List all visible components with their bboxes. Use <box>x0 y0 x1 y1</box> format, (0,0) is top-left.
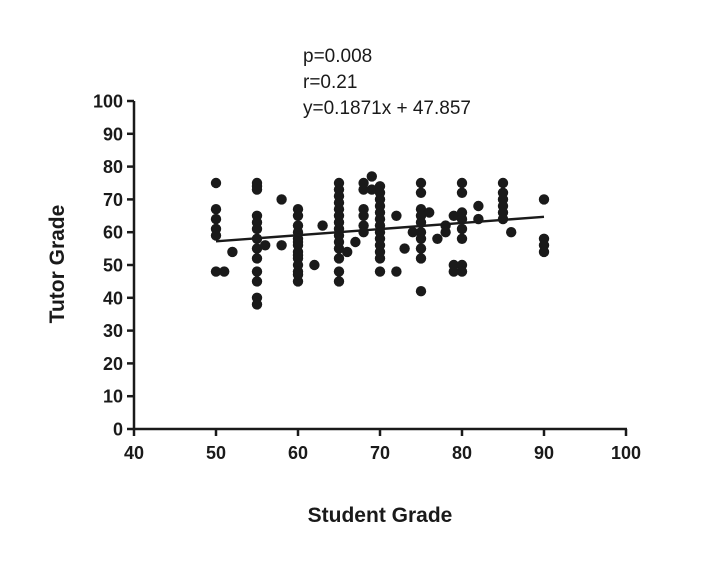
x-tick-label: 60 <box>288 443 308 463</box>
data-point <box>251 276 263 287</box>
y-axis-label: Tutor Grade <box>46 205 69 324</box>
x-tick-label: 90 <box>534 443 554 463</box>
data-point <box>415 177 427 189</box>
data-point <box>251 253 263 264</box>
data-point <box>276 240 287 251</box>
data-point <box>219 266 230 277</box>
regression-line <box>215 215 545 243</box>
x-tick-label: 70 <box>370 443 390 463</box>
y-tick-label: 40 <box>103 288 123 308</box>
data-point <box>391 210 402 221</box>
data-point <box>432 233 443 244</box>
data-point <box>497 177 509 189</box>
data-point <box>292 276 304 287</box>
data-point <box>415 286 427 297</box>
data-point <box>333 266 345 277</box>
data-point <box>391 266 402 277</box>
data-point <box>448 210 459 221</box>
x-axis-label: Student Grade <box>308 504 453 527</box>
stats-annotation: p=0.008 r=0.21 y=0.1871x + 47.857 <box>303 46 471 119</box>
y-tick-label: 20 <box>103 354 123 374</box>
data-point <box>333 243 345 254</box>
y-tick-label: 0 <box>113 420 123 440</box>
data-point <box>350 236 361 248</box>
y-tick-label: 50 <box>103 256 123 276</box>
data-point <box>506 227 517 238</box>
data-point <box>260 240 271 251</box>
data-point <box>456 233 468 244</box>
data-point <box>342 246 353 258</box>
data-point <box>415 187 427 198</box>
data-point <box>251 243 263 254</box>
data-point <box>333 276 345 287</box>
data-point <box>309 259 320 271</box>
data-point <box>366 171 377 182</box>
data-point <box>456 266 468 277</box>
axes: 0 10 20 30 40 50 60 70 80 90 100 40 50 60 70 80 90 100 <box>93 92 641 464</box>
data-point <box>407 227 418 238</box>
data-point <box>210 177 222 189</box>
data-point <box>473 200 484 212</box>
data-point <box>210 230 222 241</box>
y-tick-label: 30 <box>103 321 123 341</box>
y-tick-label: 70 <box>103 190 123 210</box>
data-point <box>317 220 328 231</box>
data-point <box>399 243 410 254</box>
annotation-r-value: r=0.21 <box>303 72 357 93</box>
regression-line-group <box>215 215 545 243</box>
data-point <box>358 210 369 221</box>
data-point <box>210 266 222 277</box>
annotation-regression-equation: y=0.1871x + 47.857 <box>303 98 471 119</box>
x-tick-label: 100 <box>611 443 641 463</box>
data-point <box>415 253 427 264</box>
data-point <box>415 233 427 244</box>
y-tick-label: 90 <box>103 124 123 144</box>
data-point <box>415 243 427 254</box>
y-tick-label: 100 <box>93 92 123 112</box>
data-point <box>440 227 451 238</box>
data-point <box>456 223 468 235</box>
annotation-p-value: p=0.008 <box>303 46 372 67</box>
x-tick-label: 50 <box>206 443 226 463</box>
data-points <box>210 171 550 310</box>
data-point <box>424 207 435 218</box>
data-point <box>448 266 459 277</box>
data-point <box>251 266 263 277</box>
y-tick-label: 60 <box>103 223 123 243</box>
data-point <box>276 194 287 205</box>
data-point <box>358 184 369 195</box>
y-tick-label: 10 <box>103 387 123 407</box>
data-point <box>210 213 222 225</box>
data-point <box>456 187 468 198</box>
data-point <box>366 184 377 195</box>
data-point <box>251 299 263 310</box>
data-point <box>538 246 550 258</box>
data-point <box>374 266 386 277</box>
data-point <box>251 184 263 195</box>
y-tick-label: 80 <box>103 157 123 177</box>
data-point <box>292 210 304 221</box>
data-point <box>251 223 263 235</box>
data-point <box>358 227 369 238</box>
data-point <box>374 253 386 264</box>
data-point <box>333 253 345 264</box>
data-point <box>210 204 222 215</box>
x-tick-label: 80 <box>452 443 472 463</box>
data-point <box>456 177 468 189</box>
data-point <box>227 246 238 258</box>
data-point <box>538 194 550 205</box>
x-tick-label: 40 <box>124 443 144 463</box>
